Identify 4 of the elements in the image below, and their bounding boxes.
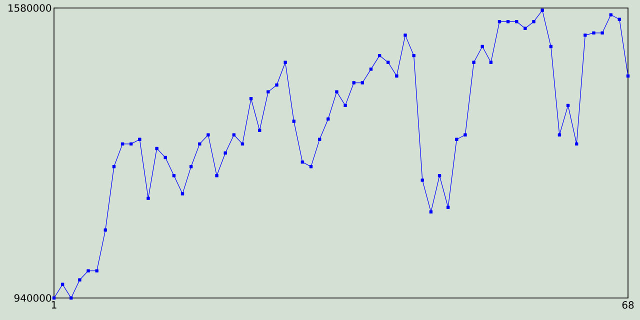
x-tick-label: 1 xyxy=(52,301,56,308)
x-tick-label: 68 xyxy=(622,301,634,309)
y-tick-label: 1580000 xyxy=(8,4,52,12)
y-tick-label: 940000 xyxy=(14,294,52,302)
